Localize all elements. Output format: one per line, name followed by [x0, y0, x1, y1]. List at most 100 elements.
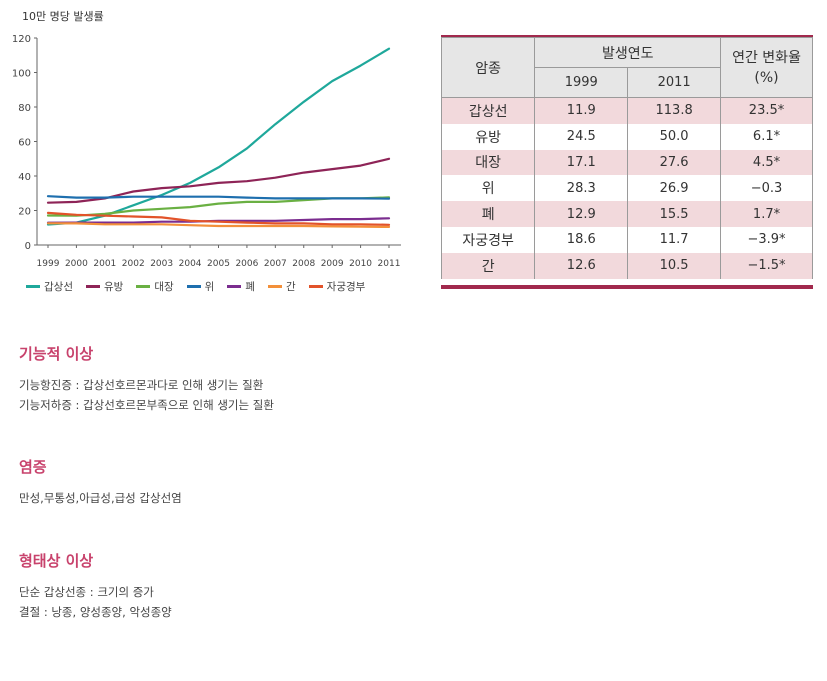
row-1999: 12.6 [534, 252, 629, 279]
table-row: 위 28.3 26.9 −0.3 [440, 175, 813, 202]
x-tick-label: 2008 [292, 259, 315, 269]
x-tick-label: 2010 [349, 259, 372, 269]
table-row: 대장 17.1 27.6 4.5* [440, 149, 813, 176]
section-title: 염증 [19, 458, 47, 476]
row-2011: 27.6 [627, 149, 722, 176]
legend-swatch [267, 285, 282, 288]
section-line: 기능항진증 : 갑상선호르몬과다로 인해 생기는 질환 [19, 378, 264, 392]
series-lines [46, 47, 391, 228]
row-1999: 17.1 [534, 149, 629, 176]
y-tick-label: 120 [12, 34, 31, 45]
x-tick-label: 2009 [321, 259, 344, 269]
row-name: 간 [440, 252, 536, 279]
incidence-line-chart: 10만 명당 발생률 0 20 40 60 80 100 120 1999 2000 2001 2… [0, 0, 420, 300]
legend-item: 폐 [227, 279, 255, 294]
legend-item: 위 [186, 279, 215, 294]
legend-item: 자궁경부 [308, 279, 366, 294]
section-title: 형태상 이상 [19, 552, 94, 570]
legend-swatch [308, 285, 323, 288]
header-change: 연간 변화율 (%) [720, 37, 813, 98]
y-tick-label: 100 [12, 69, 31, 80]
row-name: 위 [440, 175, 536, 202]
x-tick-label: 2006 [235, 259, 258, 269]
table-row: 갑상선 11.9 113.8 23.5* [440, 97, 813, 124]
legend-label: 위 [204, 281, 215, 293]
legend-label: 갑상선 [44, 281, 73, 293]
row-2011: 26.9 [627, 175, 722, 202]
row-1999: 24.5 [534, 123, 629, 150]
row-2011: 11.7 [627, 226, 722, 253]
row-1999: 11.9 [534, 97, 629, 124]
series-line-자궁경부 [46, 211, 391, 226]
section-morphological: 형태상 이상 단순 갑상선종 : 크기의 증가 결절 : 낭종, 양성종양, 악… [19, 550, 172, 625]
table-bottom-rule [441, 285, 813, 289]
row-2011: 10.5 [627, 252, 722, 279]
x-tick-label: 2007 [264, 259, 287, 269]
x-tick-label: 2005 [207, 259, 230, 269]
legend-swatch [136, 285, 151, 288]
y-axis-label: 10만 명당 발생률 [22, 10, 104, 23]
row-1999: 18.6 [534, 226, 629, 253]
series-line-간 [46, 222, 391, 228]
row-name: 자궁경부 [440, 226, 536, 253]
row-change: −1.5* [720, 252, 813, 279]
row-2011: 15.5 [627, 201, 722, 227]
row-name: 폐 [440, 201, 536, 227]
section-inflammation: 염증 만성,무통성,아급성,급성 갑상선염 [19, 456, 182, 511]
row-name: 대장 [440, 149, 536, 176]
legend-label: 대장 [154, 281, 174, 293]
table-row: 폐 12.9 15.5 1.7* [440, 201, 813, 227]
section-line: 결절 : 낭종, 양성종양, 악성종양 [19, 605, 172, 619]
y-tick-label: 60 [18, 138, 31, 149]
section-line: 만성,무통성,아급성,급성 갑상선염 [19, 491, 182, 505]
x-tick-label: 2000 [65, 259, 88, 269]
x-tick-label: 1999 [37, 259, 60, 269]
legend-item: 간 [267, 279, 296, 294]
row-change: 23.5* [720, 97, 813, 124]
row-2011: 113.8 [627, 97, 722, 124]
row-name: 유방 [440, 123, 536, 150]
row-1999: 12.9 [534, 201, 629, 227]
row-name: 갑상선 [440, 97, 536, 124]
legend-swatch [227, 285, 242, 288]
table-row: 유방 24.5 50.0 6.1* [440, 123, 813, 150]
header-cancer: 암종 [440, 37, 536, 98]
chart-legend: 갑상선 유방 대장 위 폐 간 자궁경부 [26, 279, 378, 294]
y-tick-label: 80 [18, 103, 31, 114]
chart-axes [34, 37, 401, 248]
incidence-table: 암종 발생연도 연간 변화율 (%) 1999 2011 갑상선 11.9 11… [440, 37, 813, 279]
table-row: 간 12.6 10.5 −1.5* [440, 252, 813, 279]
legend-label: 유방 [103, 281, 124, 293]
x-tick-labels: 1999 2000 2001 2002 2003 2004 2005 2006 2007 2008… [37, 259, 401, 269]
chart-svg: 10만 명당 발생률 0 20 40 60 80 100 120 1999 2000 2001 2… [12, 10, 401, 269]
x-tick-label: 2001 [93, 259, 116, 269]
row-change: 4.5* [720, 149, 813, 176]
y-tick-label: 20 [18, 207, 31, 218]
row-change: −3.9* [720, 226, 813, 253]
x-tick-label: 2011 [378, 259, 401, 269]
legend-label: 자궁경부 [326, 281, 366, 293]
legend-swatch [26, 285, 40, 288]
header-year-group: 발생연도 [534, 37, 722, 68]
legend-swatch [186, 285, 201, 288]
table-row: 자궁경부 18.6 11.7 −3.9* [440, 226, 813, 253]
section-line: 기능저하증 : 갑상선호르몬부족으로 인해 생기는 질환 [19, 398, 274, 412]
legend-item: 유방 [85, 279, 124, 294]
legend-label: 폐 [245, 281, 255, 293]
section-line: 단순 갑상선종 : 크기의 증가 [19, 585, 154, 599]
section-title: 기능적 이상 [19, 345, 94, 363]
row-change: 6.1* [720, 123, 813, 150]
row-change: 1.7* [720, 201, 813, 227]
legend-swatch [85, 285, 100, 288]
x-tick-label: 2002 [122, 259, 145, 269]
row-2011: 50.0 [627, 123, 722, 150]
header-2011: 2011 [627, 67, 722, 98]
y-tick-label: 0 [25, 241, 31, 252]
row-change: −0.3 [720, 175, 813, 202]
series-line-위 [46, 195, 391, 200]
y-tick-labels: 0 20 40 60 80 100 120 [12, 34, 31, 252]
header-1999: 1999 [534, 67, 629, 98]
header-change-label: 연간 변화율 [732, 49, 801, 66]
x-tick-label: 2004 [179, 259, 202, 269]
row-1999: 28.3 [534, 175, 629, 202]
